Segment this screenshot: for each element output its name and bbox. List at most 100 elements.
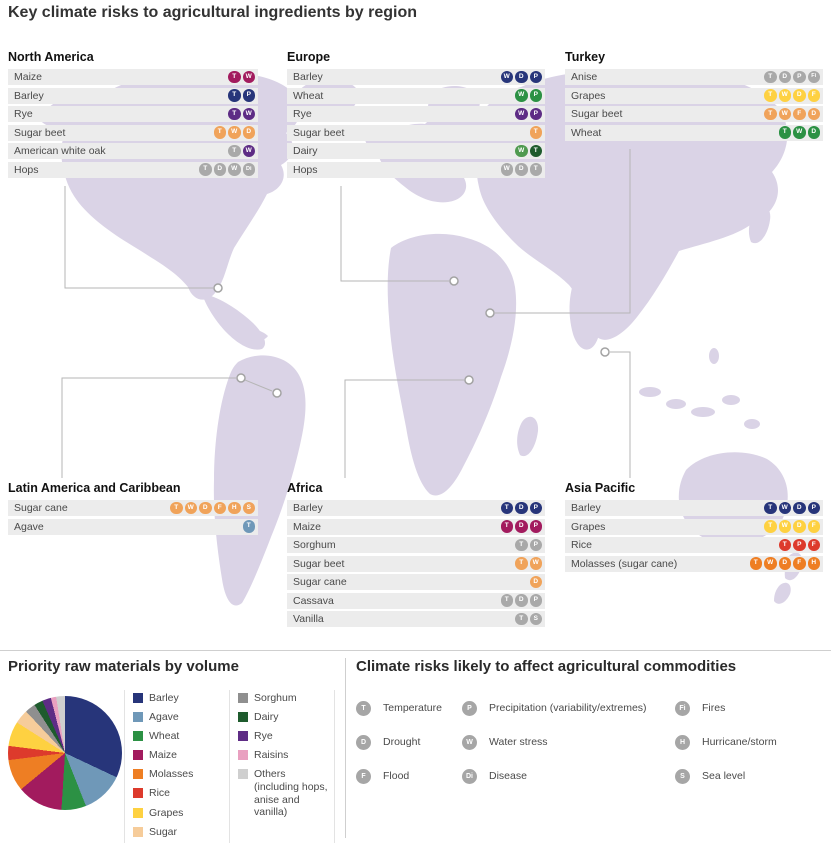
risk-badge-d: D xyxy=(515,70,528,84)
island-shape xyxy=(691,407,715,417)
risk-badge-w: W xyxy=(778,520,791,533)
legend-swatch xyxy=(238,750,248,761)
risk-label: Hurricane/storm xyxy=(702,736,777,748)
legend-swatch xyxy=(133,807,143,818)
risk-badge-t: T xyxy=(515,538,528,552)
risk-badge-t: T xyxy=(778,538,791,552)
connector-line-europe xyxy=(340,186,449,282)
island-shape xyxy=(666,399,686,409)
island-caribbean xyxy=(240,328,268,341)
risk-badge-f: F xyxy=(807,520,820,533)
legend-label: Barley xyxy=(149,692,179,704)
risk-label: Drought xyxy=(383,736,421,748)
ingredient-label: Sugar beet xyxy=(571,108,623,120)
connector-marker-africa xyxy=(464,375,474,385)
region-title: Africa xyxy=(287,481,323,495)
risk-legend-item: Fi Fires xyxy=(675,698,825,718)
region-title: Latin America and Caribbean xyxy=(8,481,181,495)
ingredient-label: American white oak xyxy=(14,145,106,157)
risk-badge-t: T xyxy=(529,144,542,158)
ingredient-label: Dairy xyxy=(293,145,318,157)
island-japan xyxy=(748,206,771,244)
legend-label: Rice xyxy=(149,787,171,800)
risk-badge-t: T xyxy=(170,501,183,515)
risk-legend-item: P Precipitation (variability/extremes) xyxy=(462,698,675,718)
risk-legend-item: W Water stress xyxy=(462,732,675,752)
ingredient-label: Sugar beet xyxy=(293,557,345,570)
continent-africa xyxy=(387,233,517,496)
risk-code-f-icon: F xyxy=(356,768,371,784)
pie-legend-item: Grapes xyxy=(133,807,225,820)
risk-badge-p: P xyxy=(529,594,542,607)
risk-badge-w: W xyxy=(764,557,777,570)
ingredient-label: Grapes xyxy=(571,520,606,533)
ingredient-label: Maize xyxy=(293,520,322,533)
risk-badge-p: P xyxy=(529,107,542,121)
ingredient-row: Sugar beet T W F D xyxy=(565,106,823,122)
risk-badge-d: D xyxy=(515,520,528,533)
legend-label: Wheat xyxy=(149,730,180,743)
risk-label: Disease xyxy=(489,770,527,782)
risk-code-s-icon: S xyxy=(675,768,690,784)
island-shape xyxy=(722,395,740,405)
pie-legend-column: Barley Agave Wheat Maize Molasses Rice Grapes S… xyxy=(124,690,229,843)
risk-badge-p: P xyxy=(529,70,542,84)
region-turkey: Turkey Anise T D P Fi Grapes T W D F Sugar beet T W F D… xyxy=(565,50,823,143)
legend-swatch xyxy=(238,731,248,742)
risk-badge-d: D xyxy=(213,163,226,176)
ingredient-row: Maize T W xyxy=(8,69,258,85)
risk-badge-f: F xyxy=(213,501,226,515)
island-new-zealand-south xyxy=(774,582,791,604)
ingredient-label: Rye xyxy=(293,108,312,120)
ingredient-row: Sugar cane D xyxy=(287,574,545,590)
region-latin-america-and-caribbean: Latin America and Caribbean Sugar cane T W D… xyxy=(8,481,258,537)
risk-badge-w: W xyxy=(515,107,528,121)
risk-badge-di: Di xyxy=(242,163,255,176)
region-title: Asia Pacific xyxy=(565,481,636,495)
risk-badge-f: F xyxy=(793,107,806,121)
legend-label: Dairy xyxy=(254,711,279,724)
risk-badge-w: W xyxy=(778,89,791,102)
risk-code-fi-icon: Fi xyxy=(675,700,690,716)
pie-chart xyxy=(8,696,122,810)
risk-badge-w: W xyxy=(500,163,513,176)
ingredient-row: Sorghum T P xyxy=(287,537,545,553)
connector-line-north-america xyxy=(64,186,213,289)
section-divider xyxy=(0,650,831,651)
ingredient-row: Molasses (sugar cane) T W D F H xyxy=(565,555,823,572)
risk-badge-t: T xyxy=(749,557,762,570)
legend-label: Sugar xyxy=(149,825,178,838)
risk-badge-t: T xyxy=(515,612,528,626)
connector-marker-north-america xyxy=(213,283,223,293)
regions-layer: North America Maize T W Barley T P Rye T W Sugar b… xyxy=(8,50,823,627)
pie-legend-item: Sorghum xyxy=(238,692,330,705)
risk-badge-p: P xyxy=(242,89,255,102)
ingredient-row: Rice T P F xyxy=(565,537,823,553)
risk-badge-h: H xyxy=(807,557,820,570)
risk-legend-title: Climate risks likely to affect agricultu… xyxy=(356,658,737,675)
risk-badge-w: W xyxy=(529,557,542,570)
pie-legend-item: Others (including hops, anise and vanill… xyxy=(238,768,330,818)
risk-badge-w: W xyxy=(228,163,241,176)
connector-line-turkey xyxy=(495,149,631,314)
legend-swatch xyxy=(133,693,143,703)
risk-code-w-icon: W xyxy=(462,734,477,750)
ingredient-label: Agave xyxy=(14,520,44,533)
risk-badge-p: P xyxy=(793,538,806,552)
risk-badge-t: T xyxy=(228,107,241,121)
risk-badge-d: D xyxy=(807,107,820,121)
risk-badge-w: W xyxy=(500,70,513,84)
risk-code-d-icon: D xyxy=(356,734,371,750)
risk-badge-t: T xyxy=(500,594,513,607)
risk-badge-p: P xyxy=(793,70,806,84)
risk-badge-t: T xyxy=(500,520,513,533)
risk-badge-t: T xyxy=(764,70,777,84)
